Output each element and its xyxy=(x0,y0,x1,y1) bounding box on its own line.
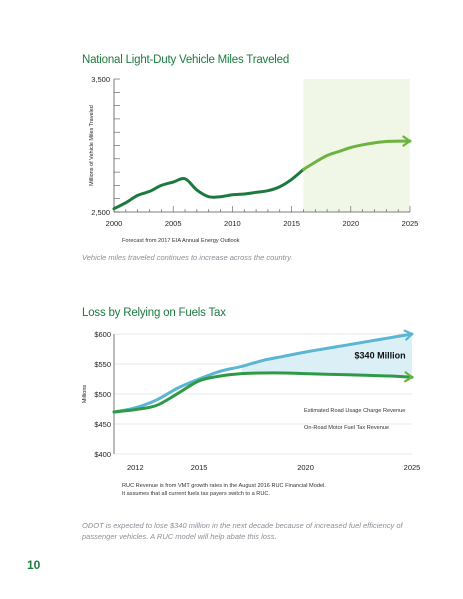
x-tick-label: 2020 xyxy=(342,219,359,228)
ruc-arrowhead xyxy=(403,329,414,341)
chart1-caption: Vehicle miles traveled continues to incr… xyxy=(82,253,293,262)
gap-annotation: $340 Million xyxy=(355,351,406,361)
chart2-note: RUC Revenue is from VMT growth rates in … xyxy=(122,482,326,498)
y-tick-label: 2,500 xyxy=(91,208,110,217)
y-axis-label: Millions xyxy=(82,385,88,404)
y-tick-label: $450 xyxy=(94,420,111,429)
series-line-ruc xyxy=(112,332,414,414)
y-tick-label: 3,500 xyxy=(91,75,110,84)
series-line-fuel-tax xyxy=(112,371,414,414)
chart2-title: Loss by Relying on Fuels Tax xyxy=(82,307,226,319)
x-tick-label: 2020 xyxy=(297,463,314,472)
chart2-note-line-1: RUC Revenue is from VMT growth rates in … xyxy=(122,483,326,489)
y-tick-label: $550 xyxy=(94,360,111,369)
legend-label-1: On-Road Motor Fuel Tax Revenue xyxy=(304,425,389,431)
y-axis-label: Millions of Vehicle Miles Traveled xyxy=(89,105,95,186)
fuel-tax-arrowhead xyxy=(404,371,414,383)
x-tick-label: 2025 xyxy=(404,463,421,472)
x-tick-label: 2000 xyxy=(106,219,123,228)
legend-label-0: Estimated Road Usage Charge Revenue xyxy=(304,408,405,414)
series-line-forecast xyxy=(301,139,412,171)
x-tick-label: 2025 xyxy=(402,219,419,228)
revenue-gap-region xyxy=(241,334,412,378)
y-tick-label: $500 xyxy=(94,390,111,399)
x-tick-label: 2015 xyxy=(283,219,300,228)
chart1-note: Forecast from 2017 EIA Annual Energy Out… xyxy=(122,238,240,244)
y-tick-label: $400 xyxy=(94,450,111,459)
chart2-caption: ODOT is expected to lose $340 million in… xyxy=(82,521,403,541)
chart1-title: National Light-Duty Vehicle Miles Travel… xyxy=(82,54,290,66)
forecast-arrowhead xyxy=(402,135,412,147)
vmt-chart: 3,500 2,500 2000 2005 2010 2015 2020 2025 Millio… xyxy=(89,75,419,228)
x-tick-label: 2015 xyxy=(191,463,208,472)
chart2-note-line-2: It assumes that all current fuels tax pa… xyxy=(122,491,270,497)
x-tick-label: 2010 xyxy=(224,219,241,228)
page-number: 10 xyxy=(27,558,41,572)
x-tick-label: 2012 xyxy=(127,463,144,472)
y-tick-label: $600 xyxy=(94,330,111,339)
series-line-historical xyxy=(112,167,305,211)
x-tick-label: 2005 xyxy=(165,219,182,228)
